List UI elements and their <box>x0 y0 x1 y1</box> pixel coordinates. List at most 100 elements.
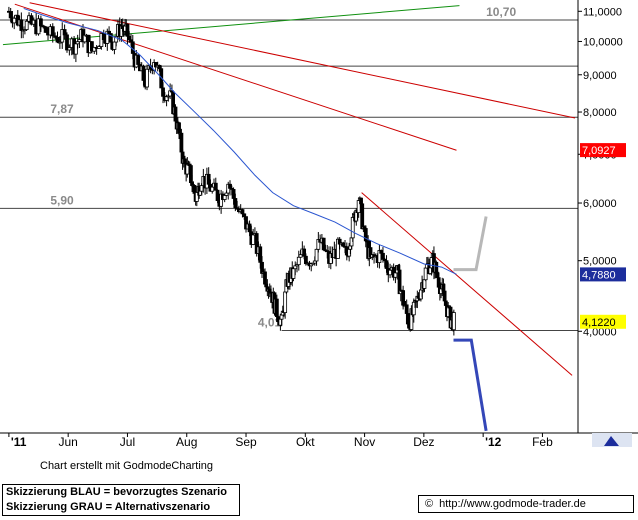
y-tick-label: 9,0000 <box>583 70 617 82</box>
candle-body <box>65 34 69 51</box>
candle-body <box>388 269 392 276</box>
plot-area <box>0 0 578 433</box>
candle-body <box>206 173 211 185</box>
moving-average-line <box>23 7 457 275</box>
source-url[interactable]: http://www.godmode-trader.de <box>439 498 586 510</box>
candle-body <box>92 47 97 52</box>
price-badges: 7,0927 4,7880 4,1220 <box>580 143 626 329</box>
candle-body <box>141 65 146 81</box>
candle-body <box>53 35 58 38</box>
x-tick-label: Aug <box>176 435 197 449</box>
candle-body <box>283 291 288 313</box>
price-badge-label: 7,0927 <box>582 145 616 157</box>
scenario-grey-line <box>453 216 488 272</box>
x-tick-label: Okt <box>296 435 315 449</box>
candle-body <box>242 213 247 218</box>
candle-body <box>443 300 448 306</box>
candle-body <box>101 33 106 41</box>
candle-body <box>293 265 298 270</box>
x-tick-label: Nov <box>354 435 375 449</box>
y-tick-label: 5,0000 <box>583 256 617 268</box>
level-label: 10,70 <box>486 5 516 19</box>
price-badge-label: 4,7880 <box>582 269 616 281</box>
candles <box>6 6 456 336</box>
candle-body <box>145 68 149 88</box>
candle-body <box>73 43 78 55</box>
candle-body <box>89 41 94 52</box>
candle-body <box>222 195 227 200</box>
trend-line <box>361 192 573 376</box>
candle-body <box>258 246 263 263</box>
candle-body <box>112 41 117 50</box>
y-tick-label: 4,0000 <box>583 326 617 338</box>
x-tick-label: Feb <box>532 435 553 449</box>
candle-body <box>381 252 385 260</box>
candle-body <box>251 234 256 245</box>
copyright-symbol: © <box>425 498 434 510</box>
candle-body <box>157 64 162 70</box>
horizontal-levels: 10,70 7,87 5,90 4,01 <box>0 5 578 331</box>
y-tick-label: 8,0000 <box>583 107 617 119</box>
moving-average <box>23 7 457 275</box>
level-label: 7,87 <box>50 102 74 116</box>
candle-body <box>274 298 279 317</box>
candle-body <box>199 185 204 192</box>
candle-body <box>57 41 62 44</box>
candle-body <box>384 260 389 269</box>
candle-body <box>279 314 284 320</box>
candle-body <box>210 186 215 192</box>
candle-body <box>136 54 141 65</box>
candle-body <box>60 29 65 43</box>
candle-body <box>125 23 130 37</box>
candle-body <box>393 272 398 278</box>
candle-body <box>19 19 24 31</box>
candle-body <box>231 189 236 199</box>
candle-body <box>233 198 238 209</box>
trend-line <box>29 2 576 119</box>
candle-body <box>127 35 132 41</box>
candle-body <box>39 18 43 27</box>
candle-body <box>43 26 48 33</box>
level-label: 4,01 <box>258 315 282 329</box>
candle-body <box>303 255 308 265</box>
candle-body <box>247 223 252 233</box>
y-tick-label: 10,0000 <box>583 36 623 48</box>
candle-body <box>291 268 296 279</box>
price-badge-label: 4,1220 <box>582 317 616 329</box>
candle-body <box>161 87 165 97</box>
candle-body <box>451 312 456 331</box>
y-axis: 4,00005,00006,00007,00008,00009,000010,0… <box>578 6 623 338</box>
candle-body <box>240 209 245 215</box>
candle-body <box>62 29 67 36</box>
candle-body <box>341 242 346 247</box>
scenario-sketches <box>453 216 488 432</box>
scenario-legend: Skizzierung BLAU = bevorzugtes Szenario … <box>2 484 240 516</box>
candle-body <box>24 20 29 30</box>
source-link[interactable]: © http://www.godmode-trader.de <box>418 495 634 513</box>
candle-body <box>321 237 326 251</box>
candle-body <box>228 183 232 189</box>
x-tick-label: Dez <box>413 435 434 449</box>
candle-body <box>97 46 101 49</box>
chart-credit: Chart erstellt mit GodmodeCharting <box>40 460 214 472</box>
x-tick-label: Sep <box>235 435 257 449</box>
logo-icon <box>604 436 619 446</box>
candle-body <box>8 11 13 19</box>
candle-body <box>379 250 384 254</box>
candle-body <box>55 36 60 43</box>
x-tick-label: '12 <box>485 435 502 449</box>
scenario-blue-line <box>453 338 488 432</box>
x-tick-label: Jun <box>58 435 77 449</box>
candle-body <box>36 18 41 35</box>
candle-body <box>50 26 55 37</box>
trend-line <box>2 5 460 46</box>
candle-body <box>12 17 17 24</box>
y-tick-label: 6,0000 <box>583 198 617 210</box>
legend-blue: Skizzierung BLAU = bevorzugtes Szenario <box>6 486 227 498</box>
x-tick-label: Jul <box>120 435 135 449</box>
candle-body <box>296 256 301 266</box>
price-badge <box>580 267 626 282</box>
candle-body <box>67 47 72 51</box>
x-tick-label: '11 <box>11 435 27 449</box>
